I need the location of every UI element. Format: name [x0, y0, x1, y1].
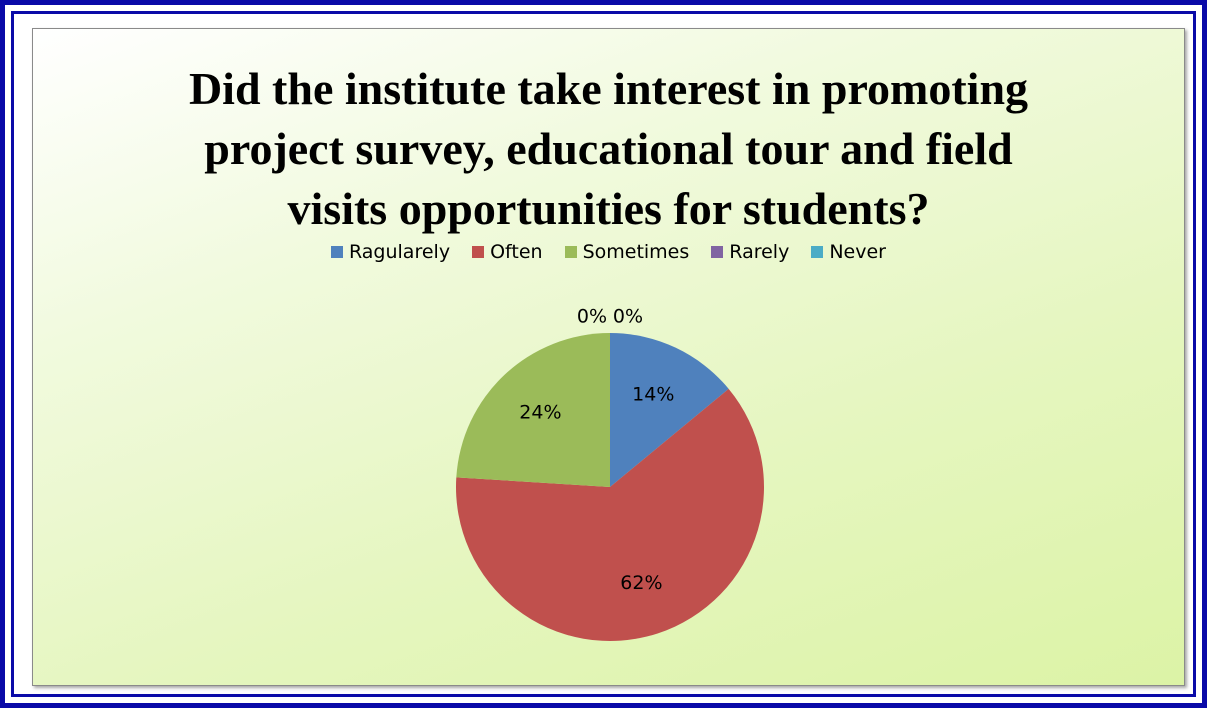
legend-item-rarely: Rarely [711, 241, 789, 263]
legend-swatch-often [472, 246, 485, 258]
data-label-often: 62% [620, 572, 662, 594]
legend-label-ragularely: Ragularely [349, 241, 451, 263]
pie-slice-ragularely [610, 333, 729, 487]
legend-item-often: Often [472, 241, 543, 263]
legend-item-never: Never [811, 241, 886, 263]
legend-label-sometimes: Sometimes [582, 241, 690, 263]
legend-swatch-sometimes [564, 246, 577, 258]
inner-border [11, 11, 1196, 697]
pie-slice-often [456, 388, 764, 641]
legend-label-rarely: Rarely [729, 241, 790, 263]
data-label-rarely: 0% [577, 306, 607, 328]
legend-item-sometimes: Sometimes [564, 241, 690, 263]
data-label-never: 0% [613, 306, 643, 328]
legend-swatch-rarely [711, 246, 724, 258]
chart-title-line-2: project survey, educational tour and fie… [204, 123, 1013, 174]
data-label-sometimes: 24% [519, 401, 561, 423]
legend-item-ragularely: Ragularely [331, 241, 450, 263]
legend-label-never: Never [829, 241, 886, 263]
legend-label-often: Often [490, 241, 543, 263]
chart-title-line-3: visits opportunities for students? [287, 183, 930, 234]
legend-swatch-never [811, 246, 824, 258]
chart-legend: Ragularely Often Sometimes Rarely Never [33, 241, 1184, 263]
chart-title: Did the institute take interest in promo… [33, 59, 1184, 239]
pie-slice-sometimes [456, 333, 610, 487]
legend-swatch-ragularely [331, 246, 343, 258]
data-label-ragularely: 14% [632, 384, 674, 406]
chart-area: Did the institute take interest in promo… [32, 28, 1185, 686]
chart-title-line-1: Did the institute take interest in promo… [188, 63, 1029, 114]
pie-chart: 14% 62% 24% 0% 0% [456, 306, 764, 641]
